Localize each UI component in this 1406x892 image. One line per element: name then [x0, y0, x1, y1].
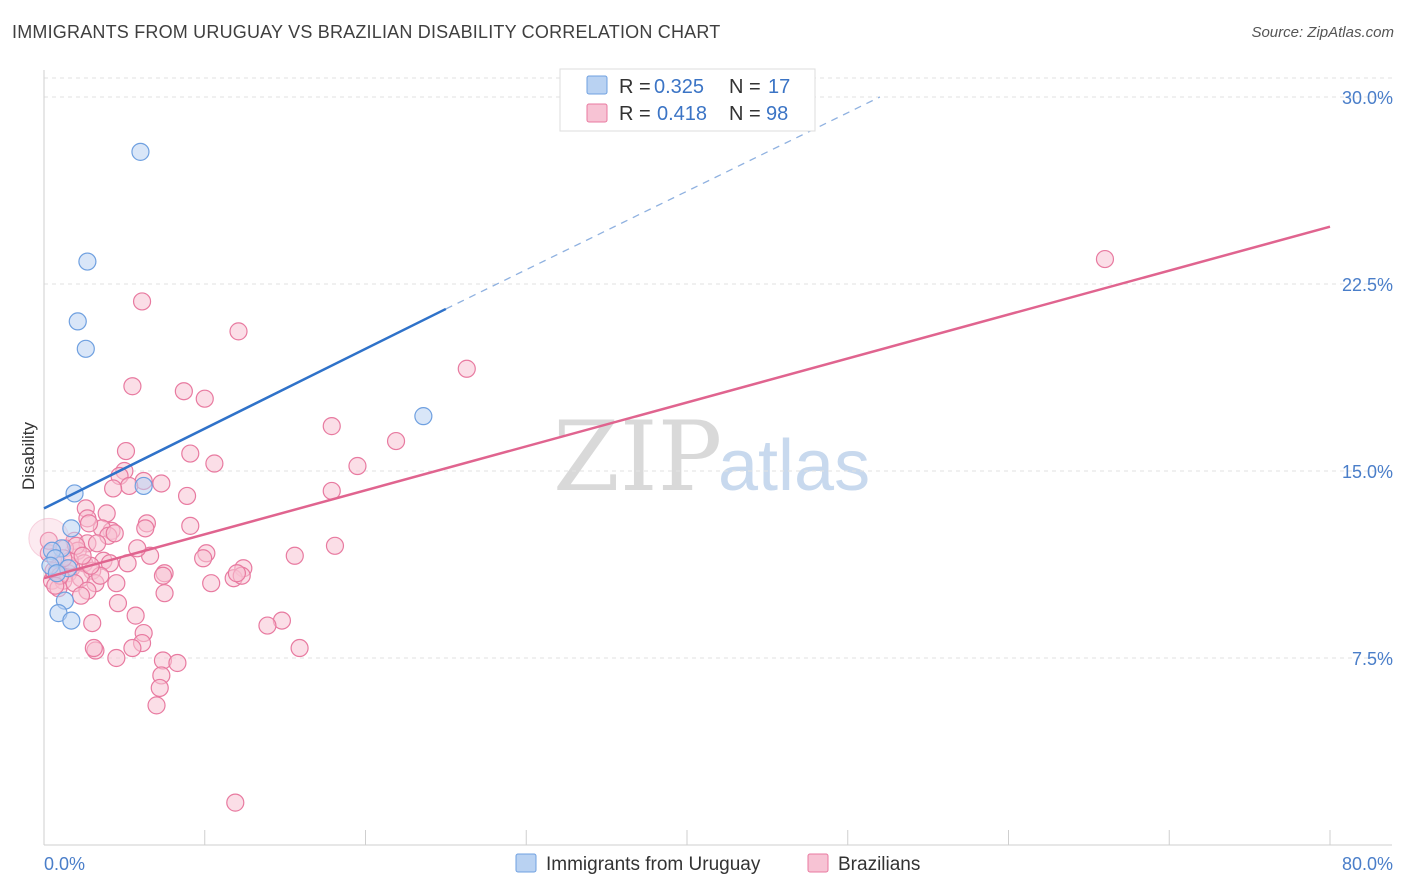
- y-tick-labels: 7.5% 15.0% 22.5% 30.0%: [1342, 88, 1393, 669]
- y-tick-label-2: 22.5%: [1342, 275, 1393, 295]
- brazilians-point: [181, 516, 200, 535]
- x-ticks: [204, 830, 1331, 845]
- brazilians-point: [83, 613, 102, 633]
- y-tick-label-3: 30.0%: [1342, 88, 1393, 108]
- brazilians-point: [457, 359, 476, 378]
- brazilians-point: [348, 456, 367, 476]
- y-axis-label: Disability: [19, 421, 38, 490]
- brazilians-point: [153, 566, 173, 585]
- brazilians-point: [150, 678, 169, 698]
- uruguay-point: [131, 142, 150, 161]
- brazilians-point: [71, 586, 91, 605]
- x-tick-label-min: 0.0%: [44, 854, 85, 874]
- trendlines: [43, 96, 1331, 580]
- legend-n-value-2: 98: [766, 103, 788, 125]
- brazilians-point: [107, 574, 126, 593]
- brazilians-point: [123, 638, 142, 658]
- brazilians-point: [126, 606, 145, 625]
- brazilians-point: [290, 638, 309, 658]
- uruguay-point: [62, 611, 81, 630]
- legend-r-value-1: 0.325: [654, 76, 704, 98]
- brazilians-point: [87, 534, 107, 553]
- chart-title: IMMIGRANTS FROM URUGUAY VS BRAZILIAN DIS…: [12, 22, 721, 42]
- legend-n-value-1: 17: [768, 76, 790, 98]
- brazilians-point: [195, 389, 214, 408]
- brazilians-point: [202, 574, 221, 593]
- legend-swatch-blue: [586, 75, 608, 95]
- brazilians-point: [285, 546, 304, 565]
- axes: [43, 70, 1392, 846]
- brazilians-point: [386, 431, 406, 451]
- watermark-zip: ZIP: [553, 401, 722, 513]
- brazilians-point: [325, 536, 345, 555]
- brazilians-point: [123, 377, 142, 396]
- brazilians-point: [108, 594, 128, 613]
- brazilians-point: [79, 514, 99, 533]
- brazilians-point: [116, 441, 136, 461]
- brazilians-point: [136, 519, 155, 538]
- legend-r-label-1: R =: [619, 76, 651, 98]
- brazilians-point: [155, 584, 174, 603]
- legend-n-label-1: N =: [729, 76, 761, 98]
- uruguay-point: [78, 252, 97, 271]
- y-tick-label-0: 7.5%: [1352, 649, 1393, 669]
- legend-r-label-2: R =: [619, 103, 651, 125]
- brazilians-point: [84, 638, 103, 658]
- x-tick-label-max: 80.0%: [1342, 854, 1393, 874]
- uruguay-trendline-extension: [445, 96, 881, 310]
- brazilians-point: [181, 444, 200, 463]
- source-label: Source: ZipAtlas.com: [1251, 24, 1394, 41]
- brazilians-point: [177, 486, 197, 506]
- brazilians-point: [194, 549, 213, 568]
- bottom-legend-swatch-pink: [807, 853, 829, 873]
- brazilians-point: [147, 696, 166, 715]
- legend-r-value-2: 0.418: [657, 103, 707, 125]
- brazilians-point: [205, 454, 224, 473]
- brazilians-point: [322, 417, 341, 436]
- y-tick-label-1: 15.0%: [1342, 462, 1393, 482]
- brazilians-point: [258, 616, 277, 635]
- watermark-atlas: atlas: [718, 426, 870, 506]
- brazilians-point: [227, 564, 246, 583]
- uruguay-point: [414, 407, 433, 426]
- brazilians-point: [174, 382, 193, 401]
- legend-n-label-2: N =: [729, 103, 761, 125]
- brazilians-point: [226, 793, 245, 812]
- brazilians-point: [104, 479, 123, 498]
- uruguay-point: [76, 339, 95, 358]
- top-legend: R = 0.325 N = 17 R = 0.418 N = 98: [559, 68, 816, 132]
- brazilians-point: [107, 648, 126, 668]
- bottom-legend-swatch-blue: [515, 853, 537, 873]
- brazilians-point: [152, 474, 171, 493]
- brazilians-points: [28, 249, 1115, 812]
- uruguay-point: [62, 519, 81, 538]
- bottom-legend-label-uruguay: Immigrants from Uruguay: [546, 854, 761, 875]
- brazilians-trendline: [43, 225, 1331, 580]
- brazilians-point: [229, 322, 248, 341]
- uruguay-point: [68, 312, 87, 331]
- bottom-legend-label-brazilians: Brazilians: [838, 854, 920, 875]
- brazilians-point: [132, 292, 152, 311]
- brazilians-point: [1095, 249, 1115, 269]
- brazilians-point: [105, 524, 124, 543]
- uruguay-point: [134, 476, 153, 496]
- brazilians-point: [168, 653, 187, 673]
- bottom-legend: Immigrants from Uruguay Brazilians: [515, 853, 920, 875]
- legend-swatch-pink: [586, 103, 608, 123]
- brazilians-point: [73, 546, 92, 565]
- uruguay-trendline: [43, 307, 447, 510]
